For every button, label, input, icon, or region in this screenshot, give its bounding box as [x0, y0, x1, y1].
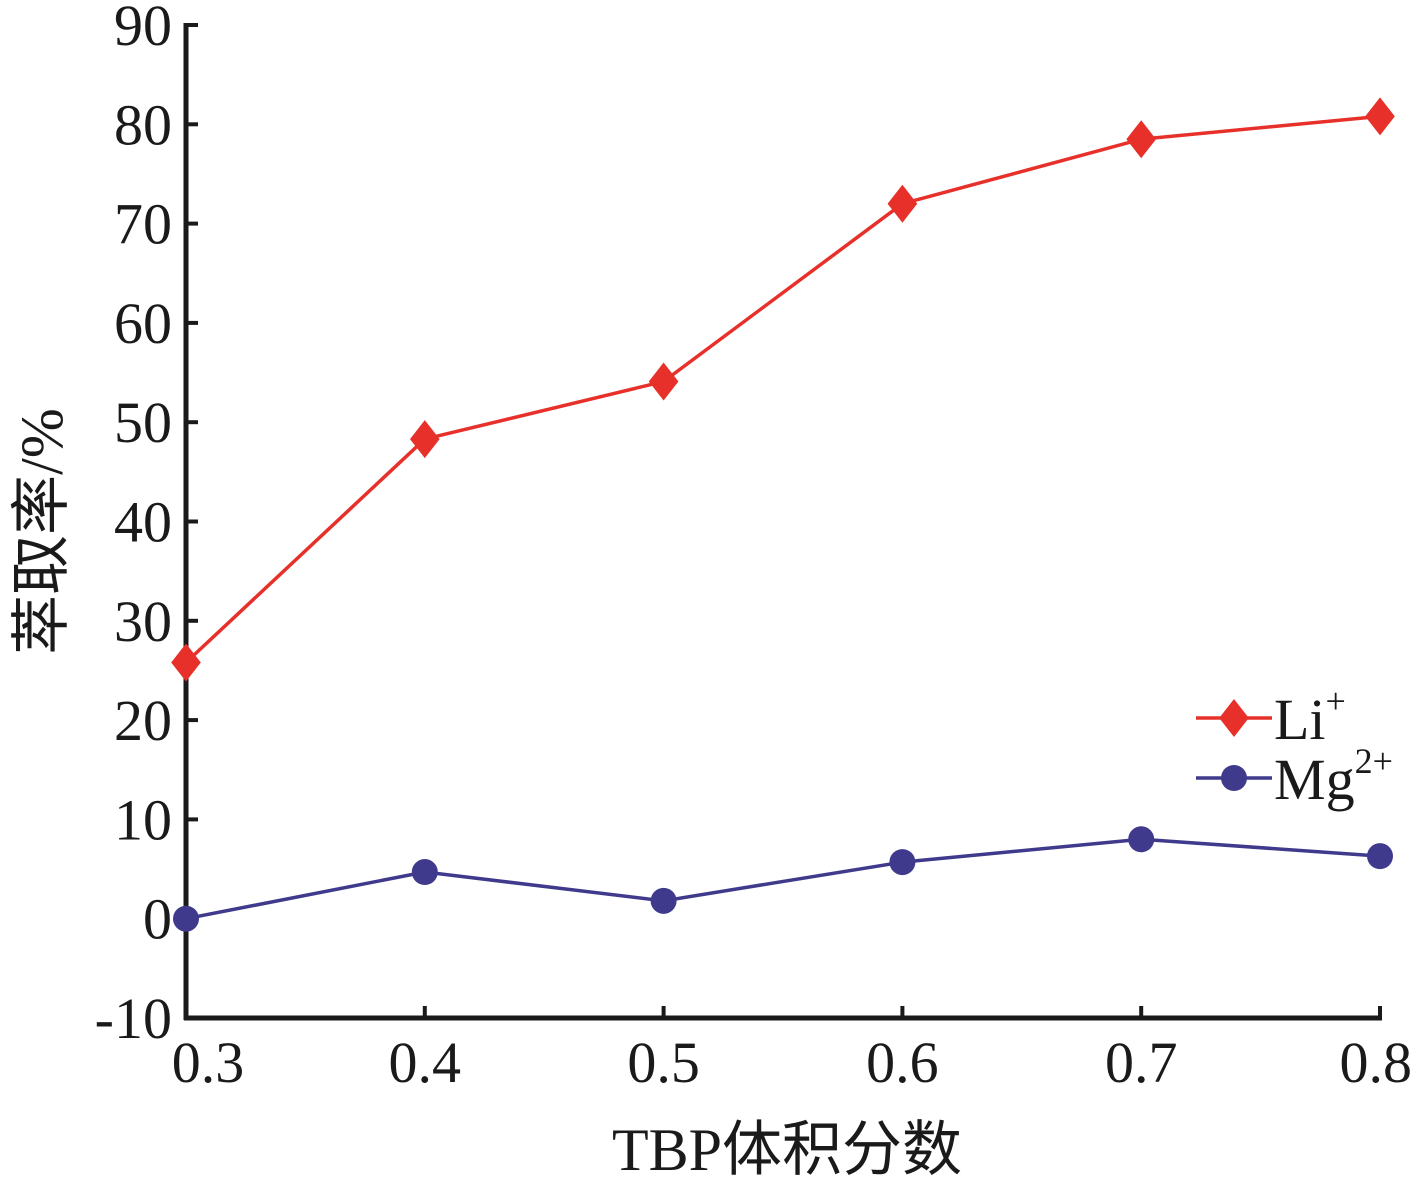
y-axis-title: 萃取率/%	[9, 408, 75, 655]
y-ticks: -10 0 10 20 30 40 50 60 70 80 90	[95, 0, 198, 1051]
legend-marker	[1219, 699, 1249, 737]
legend-superscript: +	[1326, 681, 1346, 721]
series-line-mg	[185, 837, 1381, 921]
axes	[183, 23, 1382, 1021]
data-point	[889, 849, 916, 876]
legend-item: Mg2+	[1196, 741, 1393, 812]
legend-name: Li	[1274, 687, 1326, 752]
series-line-li	[184, 114, 1381, 664]
y-tick-label: 80	[114, 92, 172, 157]
data-point	[1365, 97, 1395, 136]
y-tick-label: 0	[143, 887, 172, 952]
x-tick-label: 0.5	[627, 1030, 700, 1095]
y-tick-label: 40	[114, 490, 172, 555]
y-tick-label: 50	[114, 390, 172, 455]
legend: Li+Mg2+	[1196, 681, 1393, 812]
data-point	[1128, 826, 1155, 853]
y-tick-label: 60	[114, 291, 172, 356]
data-point	[171, 643, 201, 682]
series-li	[171, 97, 1395, 682]
x-tick-label: 0.6	[866, 1030, 939, 1095]
y-tick-label: -10	[95, 986, 172, 1051]
legend-label: Mg2+	[1274, 741, 1393, 812]
x-tick-label: 0.8	[1340, 1030, 1413, 1095]
y-tick-label: 30	[114, 589, 172, 654]
legend-label: Li+	[1274, 681, 1346, 752]
data-point	[650, 887, 677, 914]
y-tick-label: 70	[114, 192, 172, 257]
x-ticks: 0.3 0.4 0.5 0.6 0.7 0.8	[172, 1006, 1412, 1095]
legend-marker	[1221, 765, 1247, 791]
legend-superscript: 2+	[1355, 741, 1393, 781]
data-point	[887, 184, 918, 223]
data-point	[648, 362, 679, 401]
x-tick-label: 0.3	[172, 1030, 245, 1095]
x-axis-title: TBP体积分数	[612, 1117, 962, 1181]
legend-name: Mg	[1274, 747, 1355, 812]
series-mg	[173, 826, 1393, 932]
data-point	[1126, 120, 1157, 159]
legend-item: Li+	[1196, 681, 1346, 752]
x-tick-label: 0.7	[1105, 1030, 1178, 1095]
data-point	[173, 905, 199, 932]
data-point	[1367, 843, 1393, 870]
series-layer	[171, 97, 1395, 932]
y-tick-label: 90	[114, 0, 172, 58]
data-point	[409, 420, 440, 459]
x-tick-label: 0.4	[389, 1030, 462, 1095]
y-tick-label: 10	[114, 787, 172, 852]
y-tick-label: 20	[114, 688, 172, 753]
data-point	[411, 859, 438, 886]
